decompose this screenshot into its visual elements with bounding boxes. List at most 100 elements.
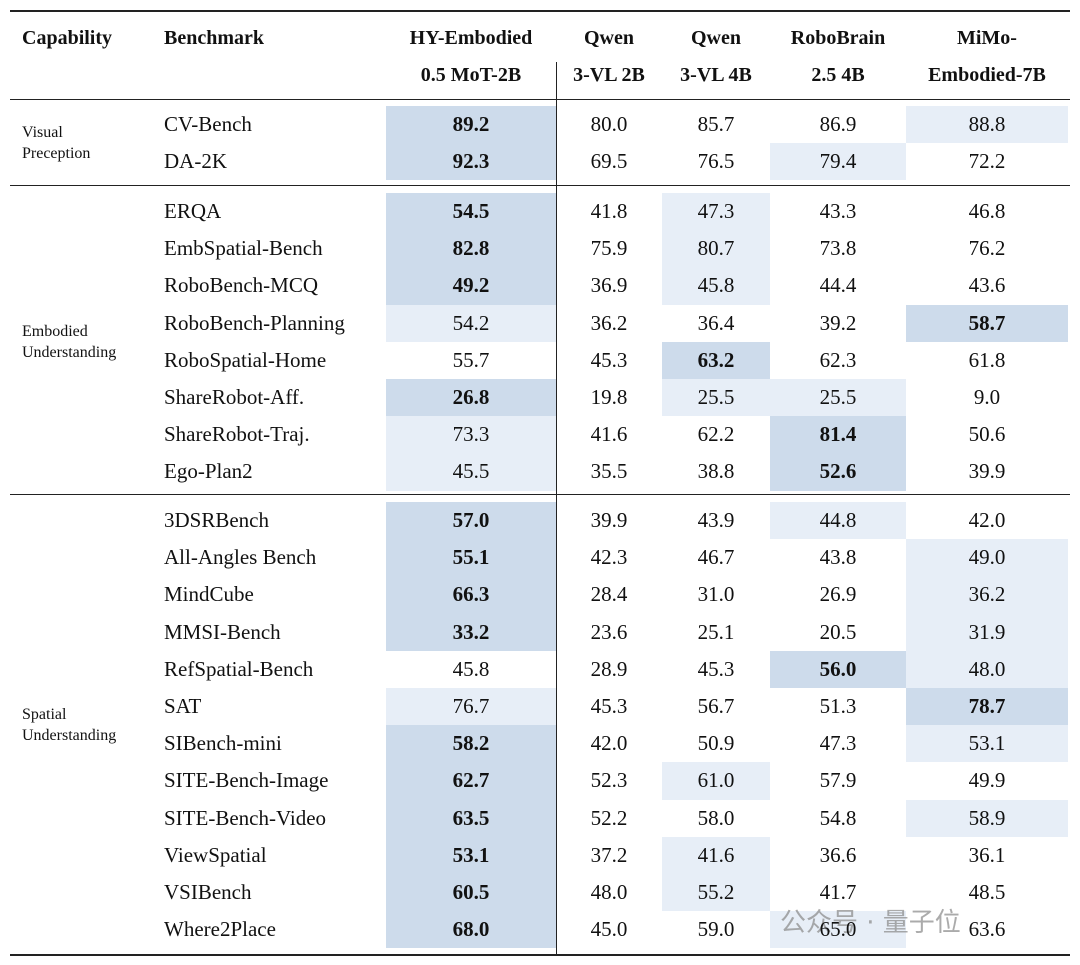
cell-shade [386, 416, 556, 454]
score-cell: 28.4 [590, 582, 628, 607]
score-cell: 36.4 [697, 310, 735, 335]
cell-shade [770, 143, 906, 181]
score-cell: 92.3 [452, 149, 490, 174]
benchmark-name: SIBench-mini [164, 731, 282, 756]
score-cell: 58.9 [968, 805, 1006, 830]
score-cell: 50.6 [968, 422, 1006, 447]
column-header: Qwen [584, 27, 634, 49]
score-cell: 63.2 [697, 347, 735, 372]
score-cell: 45.8 [452, 656, 490, 681]
cell-shade [662, 230, 770, 268]
header-rule [10, 99, 1070, 100]
score-cell: 44.8 [819, 508, 857, 532]
score-cell: 36.2 [590, 310, 628, 335]
cell-shade [906, 688, 1068, 726]
score-cell: 43.9 [697, 508, 735, 532]
score-cell: 58.0 [697, 805, 735, 830]
score-cell: 46.8 [968, 199, 1006, 223]
score-cell: 31.9 [968, 619, 1006, 644]
score-cell: 63.6 [968, 917, 1006, 942]
cell-shade [906, 304, 1068, 342]
score-cell: 43.8 [819, 545, 857, 570]
score-cell: 41.6 [697, 842, 735, 867]
column-header: 3-VL 4B [680, 64, 752, 86]
score-cell: 57.9 [819, 768, 857, 793]
cell-shade [386, 911, 556, 949]
score-cell: 43.3 [819, 199, 857, 223]
score-cell: 39.9 [590, 508, 628, 532]
benchmark-name: RoboBench-Planning [164, 310, 345, 335]
cell-shade [386, 613, 556, 651]
score-cell: 53.1 [968, 731, 1006, 756]
cell-shade [386, 688, 556, 726]
score-cell: 39.2 [819, 310, 857, 335]
column-header: Benchmark [164, 27, 264, 49]
cell-shade [662, 836, 770, 874]
column-divider [556, 62, 557, 954]
score-cell: 43.6 [968, 273, 1006, 298]
score-cell: 45.0 [590, 917, 628, 942]
score-cell: 25.5 [819, 385, 857, 409]
score-cell: 45.8 [697, 273, 735, 298]
score-cell: 47.3 [697, 199, 735, 223]
top-rule [10, 10, 1070, 12]
score-cell: 33.2 [452, 619, 490, 644]
score-cell: 36.2 [968, 582, 1006, 607]
score-cell: 49.2 [452, 273, 490, 298]
score-cell: 62.2 [697, 422, 735, 447]
column-header: Qwen [691, 27, 741, 49]
watermark: 公众号 · 量子位 [780, 908, 961, 938]
score-cell: 23.6 [590, 619, 628, 644]
score-cell: 55.1 [452, 545, 490, 570]
score-cell: 55.7 [452, 347, 490, 372]
cell-shade [386, 836, 556, 874]
benchmark-name: RoboBench-MCQ [164, 273, 318, 298]
benchmark-name: DA-2K [164, 149, 227, 174]
group-rule [10, 185, 1070, 186]
benchmark-name: 3DSRBench [164, 508, 269, 532]
score-cell: 82.8 [452, 236, 490, 261]
score-cell: 88.8 [968, 112, 1006, 136]
score-cell: 62.7 [452, 768, 490, 793]
cell-shade [906, 576, 1068, 614]
score-cell: 41.7 [819, 880, 857, 904]
score-cell: 76.2 [968, 236, 1006, 261]
score-cell: 61.0 [697, 768, 735, 793]
cell-shade [906, 613, 1068, 651]
score-cell: 75.9 [590, 236, 628, 261]
score-cell: 19.8 [590, 385, 628, 409]
score-cell: 58.7 [968, 310, 1006, 335]
score-cell: 39.9 [968, 459, 1006, 484]
benchmark-name: SITE-Bench-Image [164, 768, 329, 793]
score-cell: 48.0 [590, 880, 628, 904]
benchmark-name: SITE-Bench-Video [164, 805, 327, 830]
score-cell: 44.4 [819, 273, 857, 298]
score-cell: 56.0 [819, 656, 857, 681]
score-cell: 28.9 [590, 656, 628, 681]
score-cell: 25.1 [697, 619, 735, 644]
score-cell: 41.8 [590, 199, 628, 223]
score-cell: 26.8 [452, 385, 490, 409]
score-cell: 53.1 [452, 842, 490, 867]
score-cell: 46.7 [697, 545, 735, 570]
score-cell: 35.5 [590, 459, 628, 484]
cell-shade [386, 304, 556, 342]
column-header: Capability [22, 27, 113, 49]
capability-label: Embodied [22, 322, 88, 340]
score-cell: 72.2 [968, 149, 1006, 174]
cell-shade [662, 267, 770, 305]
cell-shade [662, 379, 770, 417]
score-cell: 52.2 [590, 805, 628, 830]
score-cell: 55.2 [697, 880, 735, 904]
capability-label: Spatial [22, 706, 67, 724]
score-cell: 45.3 [590, 347, 628, 372]
score-cell: 59.0 [697, 917, 735, 942]
score-cell: 26.9 [819, 582, 857, 607]
score-cell: 54.8 [819, 805, 857, 830]
bottom-rule [10, 954, 1070, 956]
score-cell: 50.9 [697, 731, 735, 756]
cell-shade [662, 341, 770, 379]
score-cell: 51.3 [819, 694, 857, 718]
score-cell: 69.5 [590, 149, 628, 174]
benchmark-name: Where2Place [164, 917, 276, 942]
